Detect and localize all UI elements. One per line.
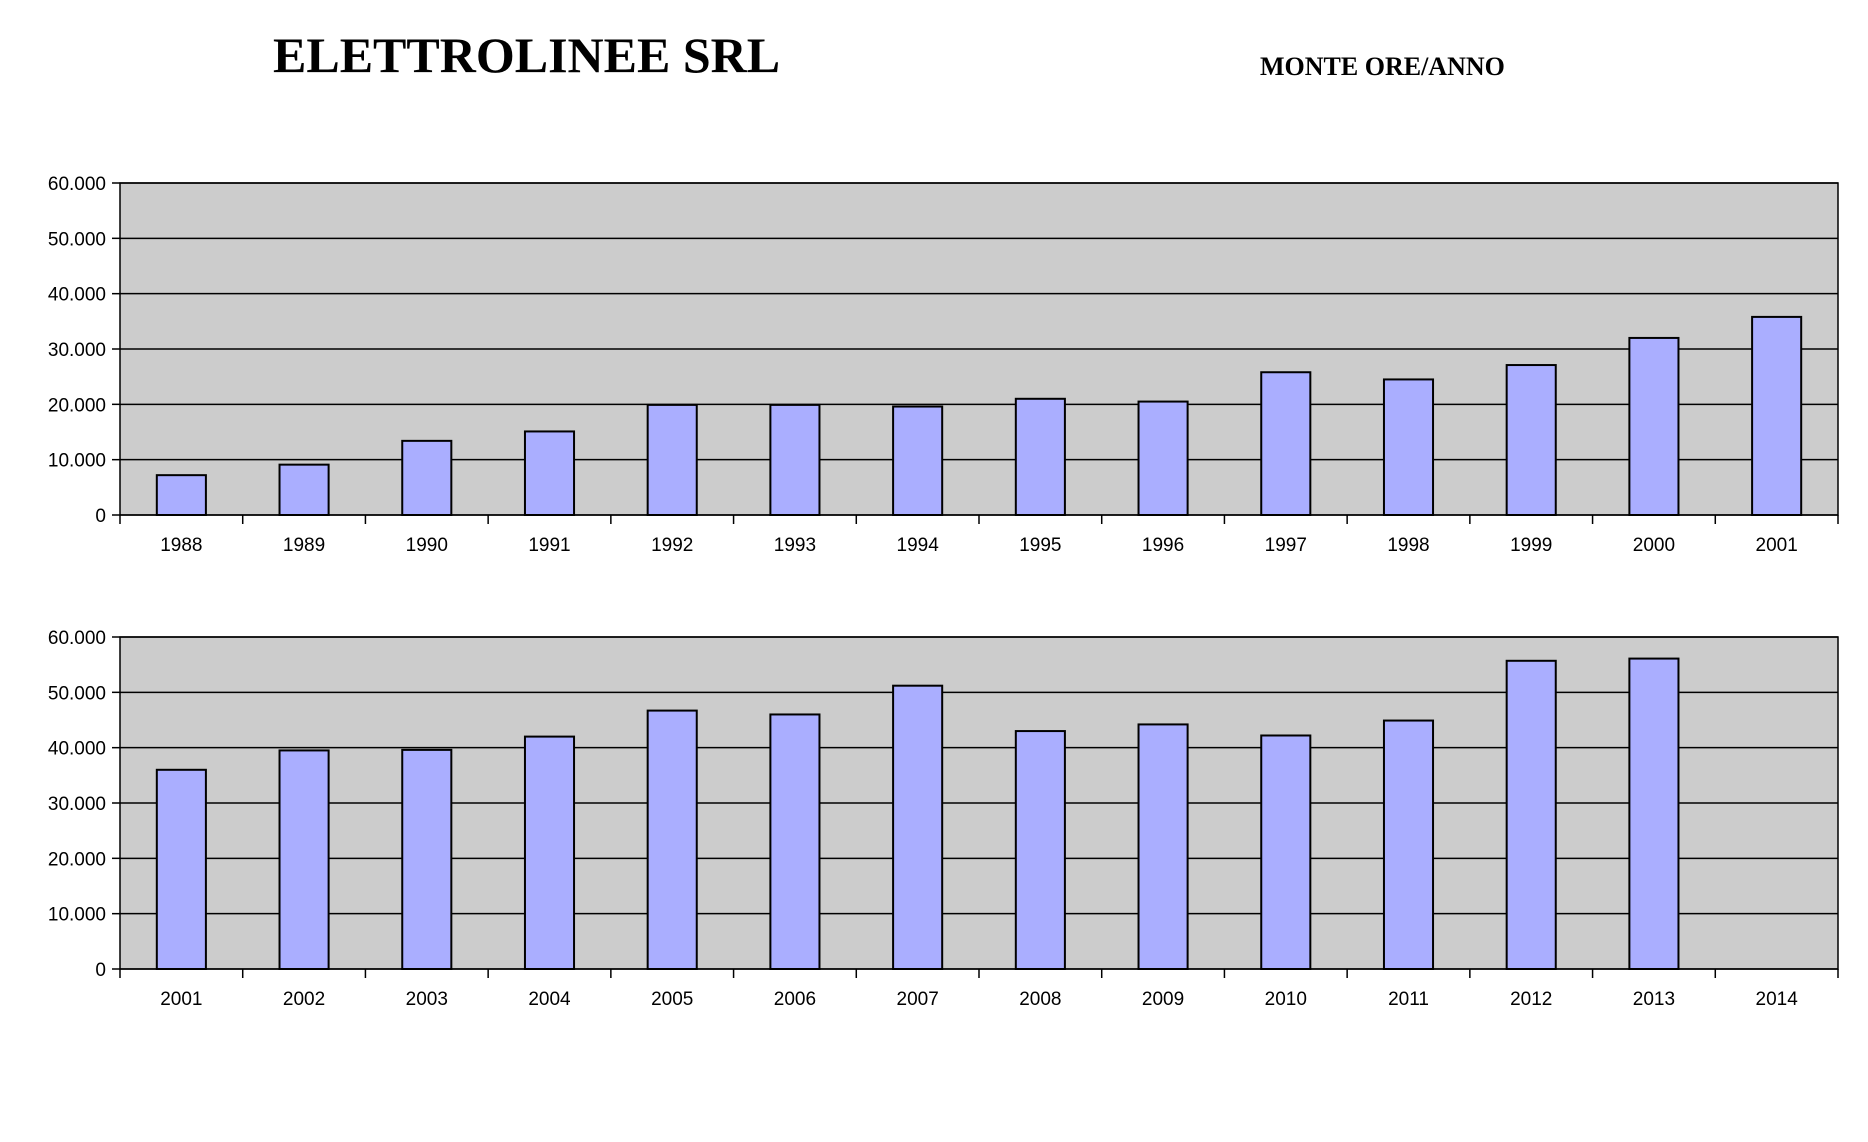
x-tick-label-2007: 2007 <box>897 989 939 1010</box>
bar-chart-2001-2014: 0 10.000 20.000 30.000 40.000 50.000 60.000 200… <box>48 628 1839 1010</box>
y-tick-label: 10.000 <box>48 905 106 926</box>
bar-2006 <box>769 713 821 971</box>
x-tick-label-1997: 1997 <box>1265 535 1307 556</box>
x-tick-label-1999: 1999 <box>1510 535 1552 556</box>
bar-1995 <box>1014 397 1066 516</box>
bar-2012 <box>1505 659 1557 970</box>
x-tick-label-2009: 2009 <box>1142 989 1184 1010</box>
x-tick-label-1994: 1994 <box>897 535 940 556</box>
bar-2011 <box>1382 719 1435 971</box>
page-title: ELETTROLINEE SRL <box>273 27 781 83</box>
bar-chart-1988-2001: 0 10.000 20.000 30.000 40.000 50.000 60.000 198… <box>48 174 1839 556</box>
bar-1988 <box>155 474 207 517</box>
y-tick-label: 30.000 <box>48 340 106 361</box>
y-tick-label: 40.000 <box>48 285 106 306</box>
y-tick-label: 40.000 <box>48 739 106 760</box>
bar-2007 <box>892 684 944 971</box>
bar-1992 <box>646 403 698 517</box>
x-tick-label-2002: 2002 <box>283 989 325 1010</box>
x-tick-label-1998: 1998 <box>1387 535 1429 556</box>
x-tick-label-1993: 1993 <box>774 535 816 556</box>
y-tick-label: 20.000 <box>48 849 106 870</box>
bar-1998 <box>1382 378 1435 516</box>
bar-1990 <box>401 439 453 516</box>
bar-2003 <box>401 748 453 970</box>
bar-2002 <box>278 749 330 970</box>
y-tick-label: 50.000 <box>48 229 106 250</box>
bar-2009 <box>1137 723 1189 970</box>
x-tick-label-1989: 1989 <box>283 535 325 556</box>
x-tick-label-2003: 2003 <box>406 989 448 1010</box>
x-tick-label-2001: 2001 <box>160 989 202 1010</box>
y-tick-label: 0 <box>95 960 106 981</box>
x-tick-label-1995: 1995 <box>1019 535 1061 556</box>
x-tick-label-1996: 1996 <box>1142 535 1184 556</box>
page-subtitle: MONTE ORE/ANNO <box>1260 52 1505 81</box>
bar-1994 <box>892 405 944 516</box>
bar-2005 <box>646 709 698 971</box>
bar-2000 <box>1628 336 1680 516</box>
x-tick-label-2006: 2006 <box>774 989 816 1010</box>
x-tick-label-1988: 1988 <box>160 535 202 556</box>
x-tick-label-2010: 2010 <box>1265 989 1307 1010</box>
x-tick-label-2011: 2011 <box>1388 989 1429 1010</box>
bar-1989 <box>278 463 330 516</box>
bar-1996 <box>1137 400 1189 516</box>
bar-2004 <box>523 735 576 970</box>
bar-1991 <box>523 430 576 516</box>
y-tick-label: 50.000 <box>48 683 106 704</box>
x-tick-label-2012: 2012 <box>1510 989 1552 1010</box>
bar-2010 <box>1260 734 1312 970</box>
bar-2008 <box>1014 730 1066 970</box>
x-tick-label-2001: 2001 <box>1756 535 1798 556</box>
x-tick-label-1990: 1990 <box>406 535 448 556</box>
x-tick-label-2005: 2005 <box>651 989 693 1010</box>
x-tick-label-2000: 2000 <box>1633 535 1675 556</box>
y-tick-label: 60.000 <box>48 628 106 649</box>
y-tick-label: 30.000 <box>48 794 106 815</box>
bar-1997 <box>1260 371 1312 516</box>
y-tick-label: 20.000 <box>48 395 106 416</box>
bar-2001 <box>155 768 207 970</box>
bar-2013 <box>1628 657 1680 971</box>
x-tick-label-1992: 1992 <box>651 535 693 556</box>
x-tick-label-2013: 2013 <box>1633 989 1675 1010</box>
bar-2001 <box>1751 315 1803 516</box>
x-tick-label-2004: 2004 <box>528 989 571 1010</box>
x-tick-label-1991: 1991 <box>528 535 570 556</box>
x-tick-label-2008: 2008 <box>1019 989 1061 1010</box>
y-tick-label: 60.000 <box>48 174 106 195</box>
bar-1999 <box>1505 364 1557 516</box>
x-tick-label-2014: 2014 <box>1756 989 1799 1010</box>
y-tick-label: 10.000 <box>48 451 106 472</box>
bar-1993 <box>769 403 821 517</box>
y-tick-label: 0 <box>95 506 106 527</box>
